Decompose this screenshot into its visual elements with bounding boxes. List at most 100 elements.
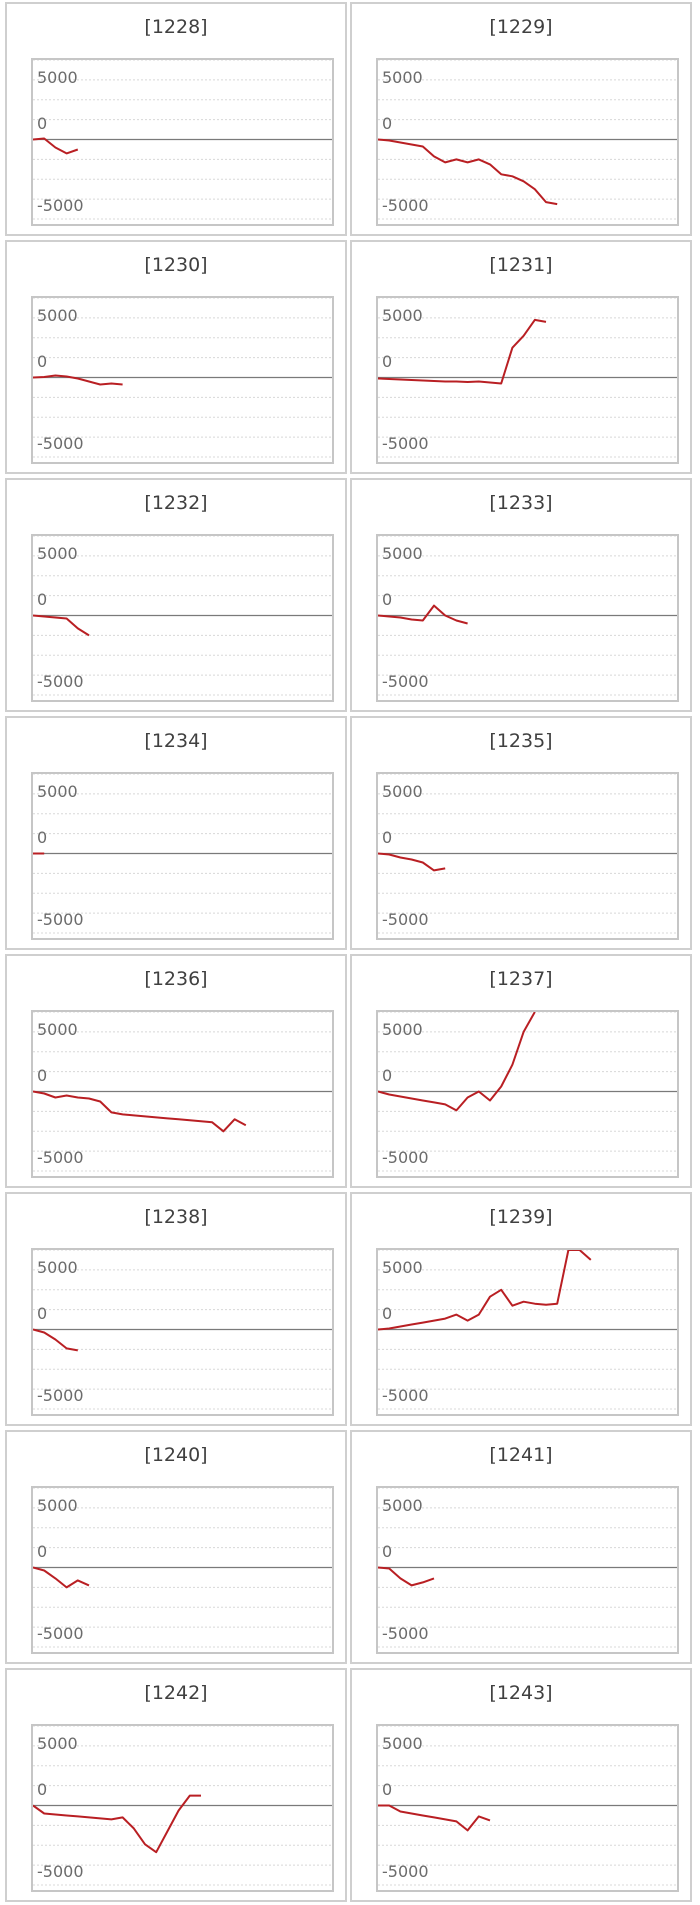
chart-title: [1230] bbox=[144, 254, 208, 276]
y-tick-label: 0 bbox=[382, 352, 393, 371]
y-tick-label: 5000 bbox=[382, 1734, 423, 1753]
chart-panel: [1238] 5000 0 -5000 bbox=[5, 1192, 347, 1426]
series-line bbox=[378, 1566, 435, 1587]
plot-area: 5000 0 -5000 bbox=[376, 1486, 679, 1654]
y-tick-label: 5000 bbox=[382, 1020, 423, 1039]
y-tick-label: 5000 bbox=[37, 1496, 78, 1515]
y-tick-label: -5000 bbox=[37, 1862, 84, 1881]
chart-title: [1228] bbox=[144, 16, 208, 38]
y-tick-label: 0 bbox=[37, 1066, 48, 1085]
y-tick-label: 5000 bbox=[37, 782, 78, 801]
chart-panel: [1243] 5000 0 -5000 bbox=[350, 1668, 692, 1902]
y-tick-label: -5000 bbox=[37, 1624, 84, 1643]
chart-panel: [1236] 5000 0 -5000 bbox=[5, 954, 347, 1188]
y-tick-label: -5000 bbox=[37, 910, 84, 929]
y-tick-label: 0 bbox=[37, 590, 48, 609]
series-line bbox=[378, 138, 558, 206]
plot-area: 5000 0 -5000 bbox=[376, 1248, 679, 1416]
series-line bbox=[378, 1250, 592, 1331]
chart-panel: [1235] 5000 0 -5000 bbox=[350, 716, 692, 950]
series-line bbox=[378, 1804, 491, 1832]
y-tick-label: 5000 bbox=[37, 544, 78, 563]
chart-panel: [1240] 5000 0 -5000 bbox=[5, 1430, 347, 1664]
line-chart bbox=[33, 1250, 332, 1410]
chart-panel: [1241] 5000 0 -5000 bbox=[350, 1430, 692, 1664]
line-chart bbox=[33, 1726, 332, 1886]
y-tick-label: -5000 bbox=[382, 196, 429, 215]
chart-title: [1231] bbox=[489, 254, 553, 276]
y-tick-label: 5000 bbox=[382, 1496, 423, 1515]
y-tick-label: -5000 bbox=[382, 910, 429, 929]
y-tick-label: 5000 bbox=[37, 68, 78, 87]
series-line bbox=[33, 1328, 78, 1352]
y-tick-label: 0 bbox=[37, 828, 48, 847]
plot-area: 5000 0 -5000 bbox=[31, 1010, 334, 1178]
y-tick-label: 5000 bbox=[37, 1020, 78, 1039]
chart-title: [1239] bbox=[489, 1206, 553, 1228]
line-chart bbox=[33, 1012, 332, 1172]
y-tick-label: 0 bbox=[382, 1066, 393, 1085]
plot-area: 5000 0 -5000 bbox=[376, 772, 679, 940]
plot-area: 5000 0 -5000 bbox=[31, 58, 334, 226]
y-tick-label: 0 bbox=[37, 1780, 48, 1799]
line-chart bbox=[378, 298, 677, 458]
chart-panel: [1242] 5000 0 -5000 bbox=[5, 1668, 347, 1902]
line-chart bbox=[33, 1488, 332, 1648]
chart-title: [1236] bbox=[144, 968, 208, 990]
chart-panel: [1237] 5000 0 -5000 bbox=[350, 954, 692, 1188]
series-line bbox=[378, 1012, 536, 1112]
y-tick-label: 5000 bbox=[382, 306, 423, 325]
y-tick-label: -5000 bbox=[382, 1862, 429, 1881]
y-tick-label: -5000 bbox=[37, 1386, 84, 1405]
chart-title: [1234] bbox=[144, 730, 208, 752]
series-line bbox=[33, 614, 90, 637]
plot-area: 5000 0 -5000 bbox=[376, 534, 679, 702]
y-tick-label: 0 bbox=[37, 352, 48, 371]
chart-panel: [1239] 5000 0 -5000 bbox=[350, 1192, 692, 1426]
chart-title: [1229] bbox=[489, 16, 553, 38]
chart-panel: [1232] 5000 0 -5000 bbox=[5, 478, 347, 712]
chart-title: [1238] bbox=[144, 1206, 208, 1228]
line-chart bbox=[378, 1250, 677, 1410]
y-tick-label: 0 bbox=[37, 1304, 48, 1323]
y-tick-label: -5000 bbox=[382, 672, 429, 691]
chart-title: [1242] bbox=[144, 1682, 208, 1704]
y-tick-label: -5000 bbox=[382, 1386, 429, 1405]
plot-area: 5000 0 -5000 bbox=[376, 1010, 679, 1178]
y-tick-label: 5000 bbox=[382, 68, 423, 87]
line-chart bbox=[33, 60, 332, 220]
y-tick-label: -5000 bbox=[37, 1148, 84, 1167]
line-chart bbox=[378, 60, 677, 220]
plot-area: 5000 0 -5000 bbox=[31, 772, 334, 940]
chart-panel: [1228] 5000 0 -5000 bbox=[5, 2, 347, 236]
series-line bbox=[378, 318, 547, 385]
y-tick-label: 0 bbox=[382, 1304, 393, 1323]
chart-title: [1233] bbox=[489, 492, 553, 514]
chart-title: [1232] bbox=[144, 492, 208, 514]
series-line bbox=[33, 1566, 90, 1589]
plot-area: 5000 0 -5000 bbox=[376, 1724, 679, 1892]
y-tick-label: 5000 bbox=[382, 1258, 423, 1277]
y-tick-label: -5000 bbox=[37, 672, 84, 691]
chart-title: [1243] bbox=[489, 1682, 553, 1704]
y-tick-label: -5000 bbox=[382, 1148, 429, 1167]
y-tick-label: 0 bbox=[382, 590, 393, 609]
line-chart bbox=[378, 774, 677, 934]
plot-area: 5000 0 -5000 bbox=[376, 58, 679, 226]
y-tick-label: 0 bbox=[382, 1780, 393, 1799]
series-line bbox=[378, 604, 468, 625]
line-chart bbox=[378, 1488, 677, 1648]
chart-panel: [1233] 5000 0 -5000 bbox=[350, 478, 692, 712]
chart-title: [1235] bbox=[489, 730, 553, 752]
line-chart bbox=[33, 298, 332, 458]
chart-title: [1241] bbox=[489, 1444, 553, 1466]
plot-area: 5000 0 -5000 bbox=[376, 296, 679, 464]
plot-area: 5000 0 -5000 bbox=[31, 1486, 334, 1654]
y-tick-label: 5000 bbox=[37, 1734, 78, 1753]
plot-area: 5000 0 -5000 bbox=[31, 534, 334, 702]
chart-title: [1237] bbox=[489, 968, 553, 990]
line-chart bbox=[378, 536, 677, 696]
y-tick-label: 5000 bbox=[382, 782, 423, 801]
y-tick-label: 0 bbox=[382, 828, 393, 847]
